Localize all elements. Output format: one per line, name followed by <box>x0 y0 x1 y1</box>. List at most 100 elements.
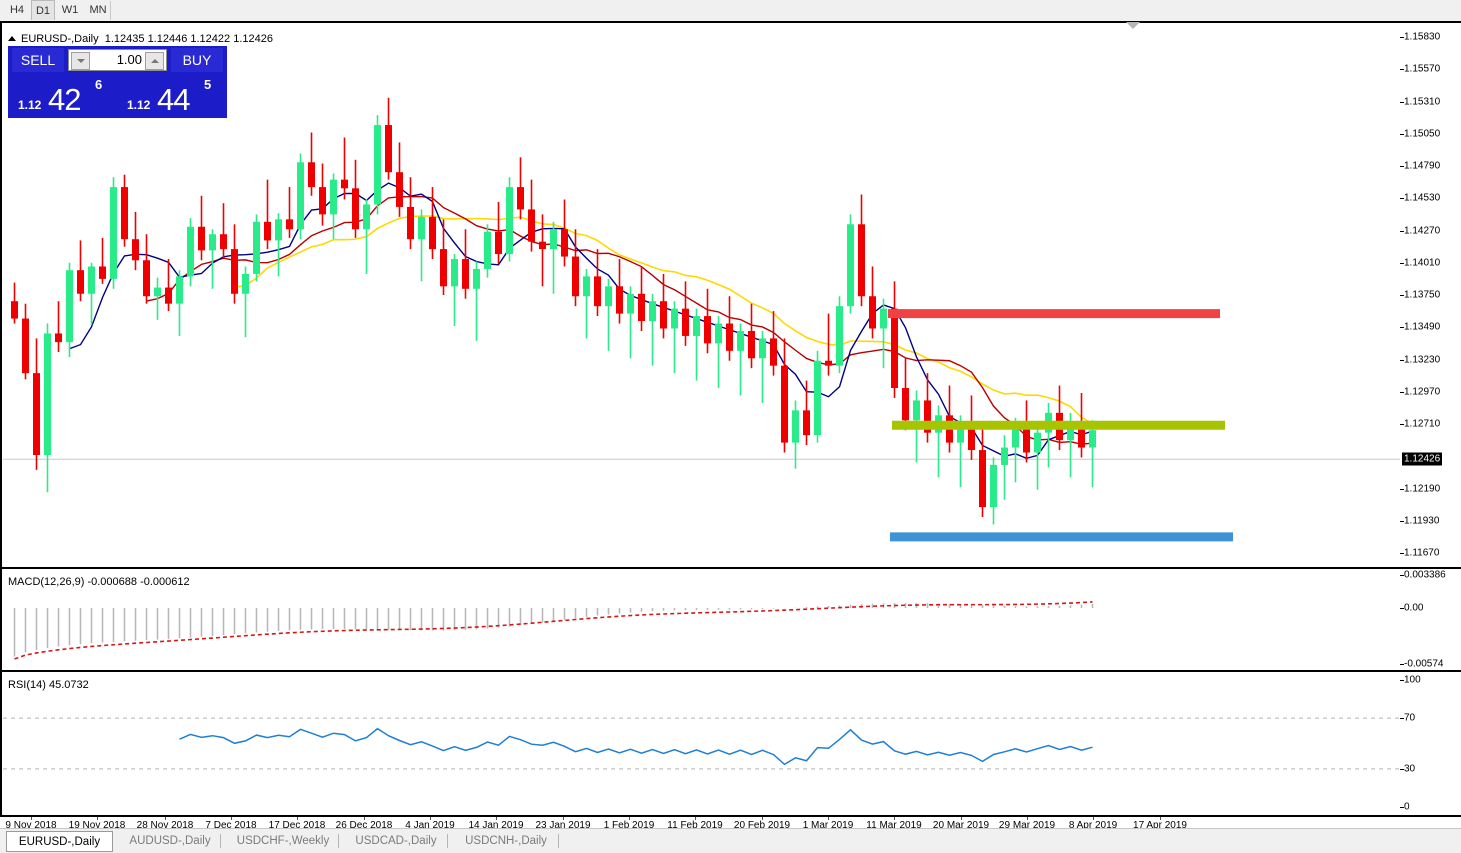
rsi-tick-mark <box>1400 718 1404 720</box>
chart-tabs-bar[interactable]: EURUSD-,Daily AUDUSD-,Daily USDCHF-,Weekly… <box>0 828 1461 853</box>
chart-frame: EURUSD-,Daily 1.12435 1.12446 1.12422 1.… <box>0 21 1461 839</box>
buy-price-prefix: 1.12 <box>127 98 151 112</box>
date-tick-label: 20 Feb 2019 <box>733 820 791 831</box>
chart-tab-usdcaddaily[interactable]: USDCAD-,Daily <box>355 835 437 847</box>
price-tick-label: 1.15310 <box>1404 96 1441 107</box>
volume-decrease-button[interactable] <box>71 52 90 70</box>
current-price-badge: 1.12426 <box>1402 452 1443 466</box>
price-tick-mark <box>1400 166 1404 167</box>
rsi-tick-mark <box>1400 768 1404 770</box>
rsi-tick-label: 70 <box>1404 712 1416 724</box>
date-tick-label: 17 Apr 2019 <box>1133 820 1187 831</box>
price-tick-label: 1.13490 <box>1404 321 1441 333</box>
timeframe-tab-strip: H4 D1 W1 MN <box>0 0 1461 22</box>
price-tick-label: 1.14270 <box>1404 225 1441 236</box>
volume-value: 1.00 <box>116 52 142 67</box>
date-tick-label: 17 Dec 2018 <box>268 820 326 831</box>
price-plot[interactable] <box>3 23 1400 567</box>
buy-button[interactable]: BUY <box>171 48 223 72</box>
date-tick-mark <box>430 817 431 820</box>
date-tick-label: 23 Jan 2019 <box>535 820 591 831</box>
price-tick-label: 1.13750 <box>1404 289 1441 301</box>
date-tick-mark <box>1093 817 1094 820</box>
price-tick-mark <box>1400 101 1404 103</box>
price-tick-label: 1.15830 <box>1404 31 1441 43</box>
sell-price-display[interactable]: 1.12 42 6 <box>10 76 116 117</box>
volume-increase-button[interactable] <box>145 52 164 70</box>
date-tick-label: 11 Mar 2019 <box>866 820 922 831</box>
sell-price-superscript: 6 <box>95 77 103 92</box>
date-tick-mark <box>828 817 829 820</box>
timeframe-tab-mn[interactable]: MN <box>89 4 107 16</box>
chart-tab-audusddaily[interactable]: AUDUSD-,Daily <box>129 835 211 847</box>
macd-panel[interactable]: MACD(12,26,9) -0.000688 -0.000612 0.0033… <box>0 569 1461 672</box>
date-tick-mark <box>97 817 98 820</box>
symbol-ohlc-header: EURUSD-,Daily 1.12435 1.12446 1.12422 1.… <box>8 33 273 45</box>
timeframe-separator <box>110 1 111 20</box>
macd-axis <box>1400 569 1461 670</box>
date-tick-label: 26 Dec 2018 <box>335 820 393 831</box>
timeframe-tab-d1[interactable]: D1 <box>31 0 55 20</box>
rsi-left-border <box>0 672 2 815</box>
symbol-name: EURUSD-,Daily <box>21 33 99 45</box>
date-tick-mark <box>31 817 32 820</box>
collapse-triangle-icon[interactable] <box>8 36 16 41</box>
price-candles-svg <box>3 97 1400 542</box>
price-tick-mark <box>1400 69 1404 71</box>
sell-button[interactable]: SELL <box>12 48 64 72</box>
date-tick-mark <box>165 817 166 820</box>
price-tick-mark <box>1400 359 1404 361</box>
chart-tab-eurusddaily[interactable]: EURUSD-,Daily <box>6 831 113 852</box>
rsi-axis <box>1400 672 1461 815</box>
date-tick-label: 28 Nov 2018 <box>136 820 194 831</box>
date-tick-label: 7 Dec 2018 <box>205 820 257 831</box>
panel-left-border <box>0 23 2 567</box>
date-tick-mark <box>563 817 564 820</box>
price-tick-label: 1.11930 <box>1404 515 1440 527</box>
price-tick-label: 1.14530 <box>1404 192 1441 204</box>
date-tick-label: 14 Jan 2019 <box>468 820 524 831</box>
one-click-trading-panel[interactable]: SELL 1.00 BUY 1.12 42 6 1.12 44 5 <box>8 46 227 118</box>
date-tick-label: 11 Feb 2019 <box>667 820 723 831</box>
volume-input[interactable]: 1.00 <box>68 49 167 71</box>
rsi-tick-label: 0 <box>1404 801 1410 813</box>
price-tick-mark <box>1400 424 1404 425</box>
rsi-panel[interactable]: RSI(14) 45.0732 100 70 30 0 <box>0 672 1461 817</box>
chart-scroll-marker-icon[interactable] <box>1126 22 1140 29</box>
timeframe-tab-h4[interactable]: H4 <box>9 4 25 16</box>
one-click-top-row: SELL 1.00 BUY <box>8 46 227 74</box>
date-tick-label: 19 Nov 2018 <box>68 820 126 831</box>
date-tick-label: 4 Jan 2019 <box>405 820 455 831</box>
date-tick-mark <box>695 817 696 820</box>
buy-price-display[interactable]: 1.12 44 5 <box>119 76 225 117</box>
rsi-tick-mark <box>1400 680 1404 681</box>
buy-price-superscript: 5 <box>204 77 212 92</box>
date-tick-mark <box>297 817 298 820</box>
timeframe-tab-w1[interactable]: W1 <box>61 4 79 16</box>
date-tick-mark <box>231 817 232 820</box>
price-axis[interactable] <box>1400 23 1461 567</box>
chart-tab-usdchfweekly[interactable]: USDCHF-,Weekly <box>236 835 330 847</box>
price-panel[interactable]: EURUSD-,Daily 1.12435 1.12446 1.12422 1.… <box>0 21 1461 569</box>
tab-separator <box>220 834 221 848</box>
price-tick-label: 1.11670 <box>1404 547 1440 559</box>
price-tick-label: 1.15570 <box>1404 63 1441 75</box>
price-tick-mark <box>1400 488 1404 490</box>
date-tick-mark <box>629 817 630 820</box>
macd-tick-label: 0.00 <box>1404 602 1424 614</box>
rsi-plot <box>3 672 1400 815</box>
price-tick-mark <box>1400 391 1404 393</box>
rsi-tick-label: 30 <box>1404 763 1416 775</box>
date-tick-mark <box>364 817 365 820</box>
date-tick-mark <box>1160 817 1161 820</box>
price-tick-mark <box>1400 327 1404 329</box>
price-tick-mark <box>1400 295 1404 296</box>
date-tick-mark <box>496 817 497 820</box>
date-tick-label: 1 Mar 2019 <box>802 820 854 831</box>
macd-svg <box>13 601 1094 660</box>
date-tick-label: 1 Feb 2019 <box>603 820 655 831</box>
macd-tick-mark <box>1400 575 1404 576</box>
rsi-tick-label: 100 <box>1404 674 1421 686</box>
chart-tab-usdcnhdaily[interactable]: USDCNH-,Daily <box>465 835 547 847</box>
